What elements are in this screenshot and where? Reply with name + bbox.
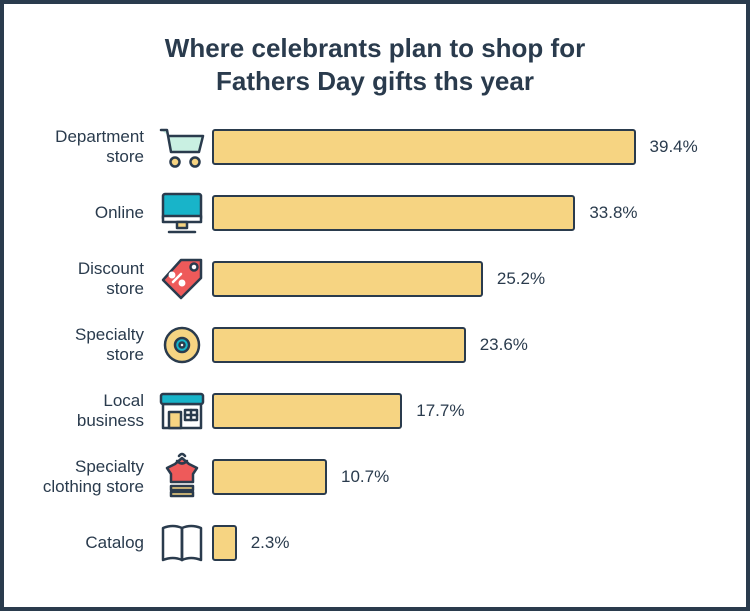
category-label: Catalog <box>32 533 152 553</box>
tape-icon <box>152 319 212 371</box>
category-label-line2: clothing store <box>43 477 144 496</box>
value-label: 25.2% <box>497 269 545 289</box>
bar-rows: Departmentstore39.4%Online33.8%Discounts… <box>32 121 718 569</box>
bar <box>212 459 327 495</box>
value-label: 23.6% <box>480 335 528 355</box>
bar-row: Discountstore 25.2% <box>32 253 718 305</box>
chart-title: Where celebrants plan to shop for Father… <box>95 32 655 97</box>
bar-row: Catalog 2.3% <box>32 517 718 569</box>
cart-icon <box>152 121 212 173</box>
title-line-2: Fathers Day gifts ths year <box>216 66 534 96</box>
bar-area: 10.7% <box>212 459 718 495</box>
category-label: Discountstore <box>32 259 152 298</box>
bar-area: 17.7% <box>212 393 718 429</box>
bar <box>212 195 575 231</box>
category-label: Online <box>32 203 152 223</box>
bar-row: Localbusiness 17.7% <box>32 385 718 437</box>
value-label: 33.8% <box>589 203 637 223</box>
category-label-line1: Discount <box>78 259 144 278</box>
book-icon <box>152 517 212 569</box>
bar-area: 25.2% <box>212 261 718 297</box>
category-label-line1: Catalog <box>85 533 144 552</box>
category-label-line1: Local <box>103 391 144 410</box>
tag-icon <box>152 253 212 305</box>
bar-area: 33.8% <box>212 195 718 231</box>
category-label: Specialtystore <box>32 325 152 364</box>
category-label-line2: business <box>77 411 144 430</box>
bar-row: Online 33.8% <box>32 187 718 239</box>
category-label-line1: Specialty <box>75 325 144 344</box>
bar-row: Specialtyclothing store 10.7% <box>32 451 718 503</box>
category-label: Departmentstore <box>32 127 152 166</box>
value-label: 17.7% <box>416 401 464 421</box>
bar-area: 23.6% <box>212 327 718 363</box>
monitor-icon <box>152 187 212 239</box>
category-label-line1: Online <box>95 203 144 222</box>
bar <box>212 525 237 561</box>
chart-container: Where celebrants plan to shop for Father… <box>0 0 750 611</box>
bar <box>212 393 402 429</box>
category-label-line2: store <box>106 345 144 364</box>
bar <box>212 129 636 165</box>
bar <box>212 327 466 363</box>
category-label: Localbusiness <box>32 391 152 430</box>
value-label: 10.7% <box>341 467 389 487</box>
shop-icon <box>152 385 212 437</box>
bar-row: Departmentstore 39.4% <box>32 121 718 173</box>
category-label-line2: store <box>106 147 144 166</box>
value-label: 2.3% <box>251 533 290 553</box>
shirt-icon <box>152 451 212 503</box>
category-label-line1: Specialty <box>75 457 144 476</box>
bar-row: Specialtystore 23.6% <box>32 319 718 371</box>
category-label: Specialtyclothing store <box>32 457 152 496</box>
bar-area: 2.3% <box>212 525 718 561</box>
category-label-line1: Department <box>55 127 144 146</box>
bar-area: 39.4% <box>212 129 718 165</box>
bar <box>212 261 483 297</box>
value-label: 39.4% <box>650 137 698 157</box>
title-line-1: Where celebrants plan to shop for <box>165 33 585 63</box>
category-label-line2: store <box>106 279 144 298</box>
